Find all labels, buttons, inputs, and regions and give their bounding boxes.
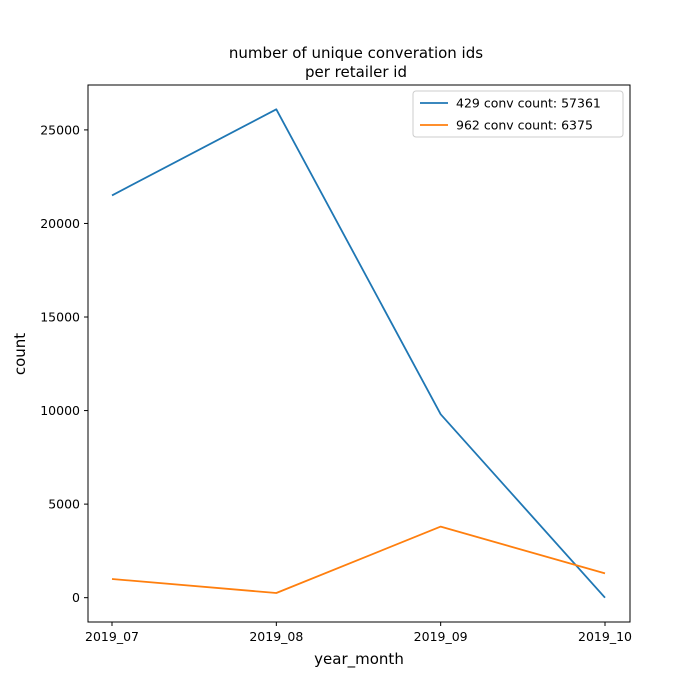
y-tick-label: 0 <box>72 590 80 605</box>
plot-area: 0 5000 10000 15000 20000 25000 2019_07 2019_08 2… <box>40 108 632 644</box>
y-tick-label: 20000 <box>40 216 80 231</box>
plot-frame <box>87 84 631 623</box>
y-axis-label: count <box>11 333 29 375</box>
legend-label-series-2: 962 conv count: 6375 <box>456 118 593 133</box>
legend-box <box>412 90 624 138</box>
x-tick-label: 2019_08 <box>249 629 303 644</box>
legend: 429 conv count: 57361 962 conv count: 63… <box>412 90 624 138</box>
y-tick-label: 10000 <box>40 403 80 418</box>
y-tick-label: 25000 <box>40 122 80 137</box>
x-tick-label: 2019_10 <box>578 629 632 644</box>
y-tick-label: 5000 <box>48 497 80 512</box>
y-tick-label: 15000 <box>40 310 80 325</box>
chart-title-line-2: per retailer id <box>305 63 407 81</box>
series-line-1 <box>111 108 606 599</box>
x-axis-label: year_month <box>314 650 404 669</box>
x-tick-label: 2019_07 <box>85 629 139 644</box>
series-line-2 <box>111 525 606 594</box>
chart-title-line-1: number of unique converation ids <box>229 44 483 62</box>
x-tick-label: 2019_09 <box>414 629 468 644</box>
legend-label-series-1: 429 conv count: 57361 <box>456 96 601 111</box>
